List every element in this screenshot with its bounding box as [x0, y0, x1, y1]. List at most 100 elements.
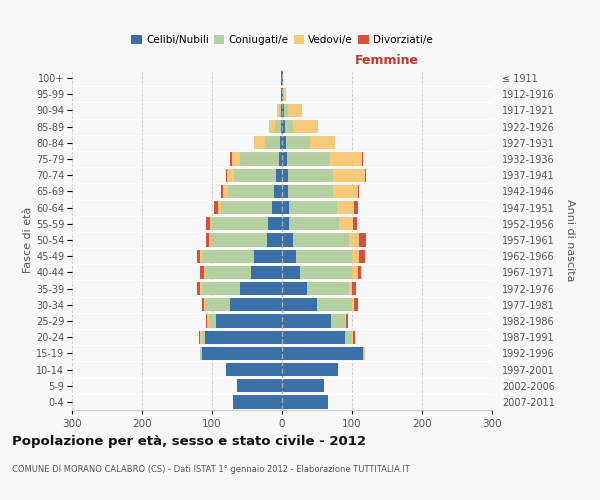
Bar — [333, 168, 365, 182]
Bar — [282, 201, 289, 214]
Bar — [228, 185, 274, 198]
Bar — [358, 266, 361, 279]
Bar — [289, 217, 340, 230]
Bar — [207, 314, 209, 328]
Bar — [317, 298, 352, 312]
Bar — [223, 185, 228, 198]
Bar — [287, 168, 333, 182]
Bar — [206, 314, 207, 328]
Bar — [352, 330, 353, 344]
Bar — [289, 201, 337, 214]
Bar — [362, 346, 364, 360]
Bar — [226, 168, 227, 182]
Bar — [214, 201, 218, 214]
Bar — [282, 168, 287, 182]
Bar — [281, 72, 282, 85]
Bar — [229, 298, 282, 312]
Bar — [293, 120, 318, 134]
Bar — [293, 234, 349, 246]
Bar — [365, 168, 366, 182]
Bar — [266, 234, 282, 246]
Bar — [299, 266, 352, 279]
Bar — [218, 201, 221, 214]
Bar — [206, 234, 209, 246]
Bar — [284, 104, 287, 117]
Bar — [282, 298, 317, 312]
Bar — [282, 120, 285, 134]
Bar — [352, 250, 359, 263]
Bar — [282, 217, 289, 230]
Bar — [285, 120, 293, 134]
Bar — [233, 396, 282, 408]
Bar — [202, 250, 254, 263]
Bar — [353, 217, 357, 230]
Bar — [282, 136, 286, 149]
Bar — [278, 152, 282, 166]
Bar — [200, 266, 203, 279]
Bar — [206, 217, 210, 230]
Bar — [337, 201, 354, 214]
Bar — [199, 330, 200, 344]
Bar — [240, 152, 278, 166]
Bar — [236, 379, 282, 392]
Bar — [280, 136, 282, 149]
Bar — [278, 104, 281, 117]
Text: Popolazione per età, sesso e stato civile - 2012: Popolazione per età, sesso e stato civil… — [12, 435, 366, 448]
Bar — [286, 136, 310, 149]
Bar — [221, 185, 223, 198]
Bar — [354, 298, 358, 312]
Bar — [202, 346, 282, 360]
Bar — [345, 314, 346, 328]
Bar — [203, 266, 205, 279]
Bar — [281, 120, 282, 134]
Bar — [230, 152, 232, 166]
Bar — [281, 88, 282, 101]
Bar — [282, 72, 283, 85]
Bar — [202, 298, 203, 312]
Bar — [282, 104, 284, 117]
Bar — [287, 185, 333, 198]
Bar — [212, 217, 268, 230]
Bar — [282, 314, 331, 328]
Bar — [282, 234, 293, 246]
Bar — [282, 152, 287, 166]
Bar — [251, 266, 282, 279]
Bar — [307, 282, 349, 295]
Bar — [254, 250, 282, 263]
Bar — [282, 330, 345, 344]
Bar — [349, 282, 352, 295]
Bar — [277, 168, 282, 182]
Bar — [205, 330, 282, 344]
Bar — [282, 185, 287, 198]
Y-axis label: Fasce di età: Fasce di età — [23, 207, 33, 273]
Bar — [359, 250, 365, 263]
Bar — [200, 282, 202, 295]
Bar — [352, 266, 358, 279]
Bar — [364, 346, 365, 360]
Bar — [354, 201, 358, 214]
Bar — [268, 217, 282, 230]
Bar — [275, 120, 281, 134]
Bar — [209, 314, 215, 328]
Bar — [283, 88, 286, 101]
Bar — [254, 136, 265, 149]
Bar — [296, 250, 352, 263]
Bar — [209, 234, 211, 246]
Bar — [359, 234, 366, 246]
Bar — [221, 201, 271, 214]
Bar — [197, 282, 200, 295]
Bar — [333, 185, 358, 198]
Y-axis label: Anni di nascita: Anni di nascita — [565, 198, 575, 281]
Bar — [331, 152, 362, 166]
Bar — [210, 217, 212, 230]
Bar — [227, 168, 235, 182]
Bar — [282, 363, 338, 376]
Bar — [352, 282, 355, 295]
Bar — [200, 346, 202, 360]
Bar — [345, 330, 352, 344]
Bar — [211, 234, 266, 246]
Bar — [282, 88, 283, 101]
Bar — [282, 346, 362, 360]
Bar — [277, 104, 278, 117]
Text: COMUNE DI MORANO CALABRO (CS) - Dati ISTAT 1° gennaio 2012 - Elaborazione TUTTIT: COMUNE DI MORANO CALABRO (CS) - Dati IST… — [12, 465, 410, 474]
